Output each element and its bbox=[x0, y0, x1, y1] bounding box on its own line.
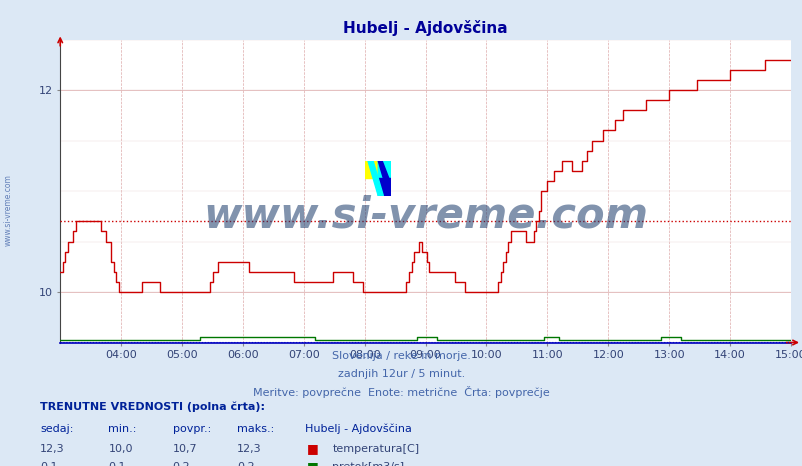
Polygon shape bbox=[367, 161, 383, 196]
Polygon shape bbox=[378, 178, 391, 196]
Text: Slovenija / reke in morje.: Slovenija / reke in morje. bbox=[332, 351, 470, 361]
Text: 0,2: 0,2 bbox=[237, 462, 254, 466]
Text: www.si-vreme.com: www.si-vreme.com bbox=[203, 194, 647, 236]
Text: pretok[m3/s]: pretok[m3/s] bbox=[332, 462, 404, 466]
Text: 12,3: 12,3 bbox=[237, 444, 261, 453]
Text: TRENUTNE VREDNOSTI (polna črta):: TRENUTNE VREDNOSTI (polna črta): bbox=[40, 402, 265, 412]
Text: 0,1: 0,1 bbox=[40, 462, 58, 466]
Text: 0,1: 0,1 bbox=[108, 462, 126, 466]
Text: maks.:: maks.: bbox=[237, 424, 273, 434]
Text: temperatura[C]: temperatura[C] bbox=[332, 444, 419, 453]
Text: ■: ■ bbox=[306, 442, 318, 454]
Text: www.si-vreme.com: www.si-vreme.com bbox=[3, 174, 13, 246]
Text: povpr.:: povpr.: bbox=[172, 424, 211, 434]
Text: min.:: min.: bbox=[108, 424, 136, 434]
Text: 0,2: 0,2 bbox=[172, 462, 190, 466]
Text: Meritve: povprečne  Enote: metrične  Črta: povprečje: Meritve: povprečne Enote: metrične Črta:… bbox=[253, 386, 549, 398]
Text: 10,7: 10,7 bbox=[172, 444, 197, 453]
Text: Hubelj - Ajdovščina: Hubelj - Ajdovščina bbox=[305, 424, 411, 434]
Text: 10,0: 10,0 bbox=[108, 444, 133, 453]
Text: 12,3: 12,3 bbox=[40, 444, 65, 453]
Text: sedaj:: sedaj: bbox=[40, 424, 74, 434]
Polygon shape bbox=[378, 161, 391, 178]
Text: zadnjih 12ur / 5 minut.: zadnjih 12ur / 5 minut. bbox=[338, 370, 464, 379]
Title: Hubelj - Ajdovščina: Hubelj - Ajdovščina bbox=[342, 20, 508, 36]
Polygon shape bbox=[365, 161, 378, 178]
Text: ■: ■ bbox=[306, 460, 318, 466]
Polygon shape bbox=[378, 161, 391, 196]
Polygon shape bbox=[378, 161, 391, 178]
